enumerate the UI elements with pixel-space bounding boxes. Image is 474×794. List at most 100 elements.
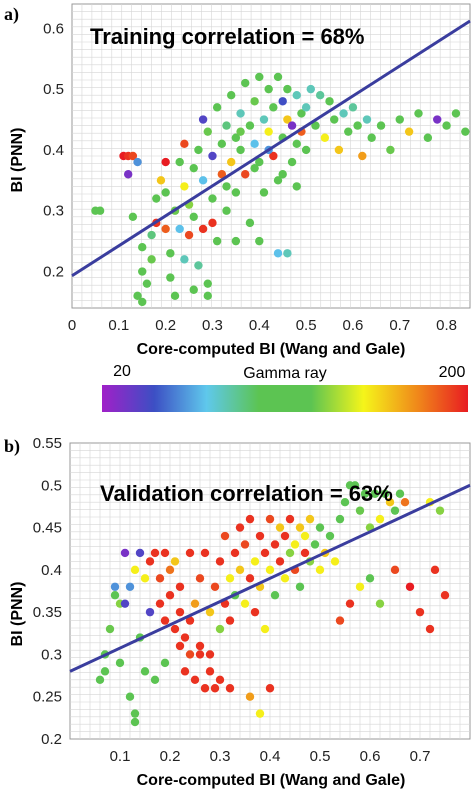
data-point: [275, 557, 285, 566]
data-point: [198, 224, 208, 234]
data-point: [259, 188, 269, 197]
data-point: [156, 176, 166, 185]
data-point: [212, 103, 222, 112]
data-point: [362, 115, 372, 124]
colorbar-min-label: 20: [113, 363, 131, 380]
data-point: [353, 121, 362, 130]
y-ticks-a: 0.2 0.3 0.4 0.5 0.6: [43, 20, 64, 280]
data-point: [105, 624, 115, 634]
data-point: [189, 163, 198, 173]
data-point: [390, 506, 400, 515]
data-point: [240, 540, 250, 549]
data-point: [142, 279, 152, 288]
data-point: [250, 557, 260, 566]
x-tick-label: 0.4: [249, 317, 270, 334]
data-point: [325, 531, 335, 541]
data-point: [161, 224, 170, 234]
data-point: [275, 523, 285, 532]
data-point: [185, 616, 195, 625]
panel-label-b: b): [4, 436, 20, 457]
y-tick-label: 0.25: [33, 689, 62, 706]
data-point: [231, 236, 241, 246]
data-point: [236, 109, 245, 118]
panel-label-a: a): [4, 4, 19, 25]
data-point: [123, 170, 133, 179]
data-point: [255, 531, 265, 541]
data-point: [145, 557, 155, 566]
data-point: [260, 624, 270, 634]
data-point: [130, 565, 140, 575]
data-point: [166, 273, 175, 282]
data-point: [235, 565, 245, 575]
data-point: [375, 514, 385, 524]
data-point: [376, 121, 386, 130]
data-point: [200, 684, 210, 693]
x-tick-label: 0.6: [343, 317, 364, 334]
data-point: [345, 599, 355, 608]
data-point: [220, 531, 230, 541]
data-point: [301, 103, 311, 112]
data-point: [365, 574, 375, 583]
data-point: [210, 684, 220, 693]
data-point: [125, 582, 135, 591]
y-axis-label-a: BI (PNN): [9, 128, 26, 193]
y-tick-label: 0.5: [41, 477, 62, 494]
data-point: [203, 291, 212, 301]
data-point: [185, 548, 195, 558]
data-point: [386, 145, 395, 155]
data-point: [348, 103, 358, 112]
data-point: [255, 236, 264, 246]
data-point: [161, 188, 170, 197]
regression-line-b: [69, 483, 471, 673]
x-tick-label: 0.5: [310, 748, 331, 765]
x-axis-label-a: Core-computed BI (Wang and Gale): [137, 341, 406, 358]
data-point: [245, 574, 255, 583]
data-point: [212, 236, 222, 246]
chart-title-a: Training correlation = 68%: [90, 24, 364, 49]
data-point: [339, 109, 348, 118]
data-point: [95, 675, 105, 684]
data-point: [180, 667, 190, 676]
data-point: [147, 230, 156, 240]
data-point: [195, 641, 205, 651]
data-point: [273, 176, 283, 185]
data-point: [210, 582, 220, 591]
data-point: [264, 84, 273, 94]
data-point: [245, 514, 255, 524]
grid-b: [70, 443, 470, 739]
data-point: [273, 72, 283, 82]
data-point: [255, 72, 264, 82]
data-point: [185, 650, 195, 659]
data-point: [125, 692, 135, 701]
data-point: [128, 212, 138, 221]
data-point: [255, 157, 264, 167]
data-point: [180, 255, 189, 264]
x-tick-label: 0.5: [296, 317, 317, 334]
y-tick-label: 0.2: [43, 264, 64, 281]
data-point: [400, 498, 410, 507]
x-ticks-a: 0 0.1 0.2 0.3 0.4 0.5 0.6 0.7 0.8: [68, 317, 457, 334]
data-point: [225, 616, 235, 625]
data-point: [415, 607, 425, 617]
data-point: [264, 127, 273, 136]
data-point: [300, 531, 310, 541]
data-point: [138, 243, 147, 252]
data-point: [292, 139, 301, 149]
data-point: [222, 206, 231, 215]
x-ticks-b: 0.1 0.2 0.3 0.4 0.5 0.6 0.7: [110, 748, 431, 765]
y-tick-label: 0.2: [41, 731, 62, 748]
data-point: [285, 548, 295, 558]
data-point: [250, 97, 259, 106]
data-point: [414, 109, 423, 118]
x-tick-label: 0.3: [210, 748, 231, 765]
data-point: [355, 582, 365, 591]
data-point: [270, 540, 280, 549]
data-point: [160, 548, 170, 558]
colorbar-title: Gamma ray: [243, 365, 327, 382]
data-point: [110, 582, 120, 591]
data-point: [184, 230, 194, 240]
data-point: [198, 115, 208, 124]
data-point: [280, 531, 290, 541]
data-point: [175, 641, 185, 651]
